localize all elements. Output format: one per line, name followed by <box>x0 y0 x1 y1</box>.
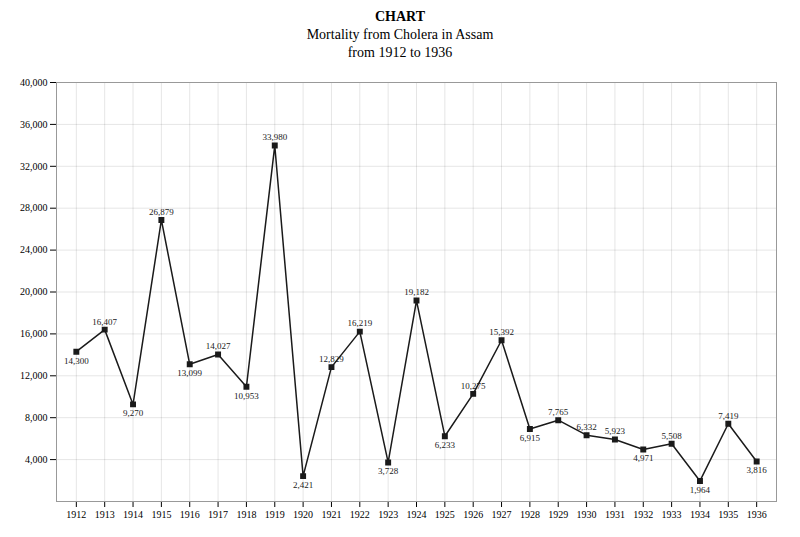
svg-text:33,980: 33,980 <box>262 132 287 142</box>
svg-text:2,421: 2,421 <box>293 480 313 490</box>
svg-text:1932: 1932 <box>633 509 653 520</box>
svg-text:1928: 1928 <box>520 509 540 520</box>
svg-text:19,182: 19,182 <box>404 287 429 297</box>
html-text:Mortality from Cholera in Assa: Mortality from Cholera in Assam <box>306 27 494 42</box>
svg-text:1927: 1927 <box>492 509 512 520</box>
svg-text:6,332: 6,332 <box>576 422 596 432</box>
svg-text:1935: 1935 <box>718 509 738 520</box>
svg-text:7,419: 7,419 <box>718 411 739 421</box>
svg-text:12,829: 12,829 <box>319 354 344 364</box>
svg-text:20,000: 20,000 <box>20 286 48 297</box>
svg-text:32,000: 32,000 <box>20 161 48 172</box>
svg-text:4,971: 4,971 <box>633 453 653 463</box>
svg-text:28,000: 28,000 <box>20 202 48 213</box>
svg-text:36,000: 36,000 <box>20 119 48 130</box>
svg-text:7,765: 7,765 <box>548 407 569 417</box>
svg-text:5,508: 5,508 <box>661 431 682 441</box>
svg-text:26,879: 26,879 <box>149 207 174 217</box>
svg-text:1934: 1934 <box>690 509 710 520</box>
svg-text:1929: 1929 <box>548 509 568 520</box>
svg-text:1923: 1923 <box>378 509 398 520</box>
svg-text:1915: 1915 <box>151 509 171 520</box>
svg-text:10,953: 10,953 <box>234 391 259 401</box>
svg-text:8,000: 8,000 <box>25 412 48 423</box>
svg-text:1914: 1914 <box>123 509 143 520</box>
svg-text:4,000: 4,000 <box>25 454 48 465</box>
svg-text:6,915: 6,915 <box>520 433 541 443</box>
svg-text:9,270: 9,270 <box>123 408 144 418</box>
svg-text:3,728: 3,728 <box>378 466 399 476</box>
svg-text:1925: 1925 <box>435 509 455 520</box>
svg-text:15,392: 15,392 <box>489 327 514 337</box>
svg-text:1912: 1912 <box>66 509 86 520</box>
svg-text:1936: 1936 <box>747 509 767 520</box>
svg-text:16,407: 16,407 <box>92 317 117 327</box>
svg-text:13,099: 13,099 <box>177 368 202 378</box>
svg-text:14,027: 14,027 <box>206 341 231 351</box>
svg-text:1933: 1933 <box>662 509 682 520</box>
svg-text:1920: 1920 <box>293 509 313 520</box>
svg-text:1931: 1931 <box>605 509 625 520</box>
svg-text:6,233: 6,233 <box>435 440 456 450</box>
svg-text:1919: 1919 <box>265 509 285 520</box>
svg-text:1926: 1926 <box>463 509 483 520</box>
svg-text:1922: 1922 <box>350 509 370 520</box>
svg-text:16,000: 16,000 <box>20 328 48 339</box>
svg-text:3,816: 3,816 <box>747 465 768 475</box>
svg-text:1924: 1924 <box>407 509 427 520</box>
svg-text:5,923: 5,923 <box>605 426 626 436</box>
svg-text:14,300: 14,300 <box>64 356 89 366</box>
svg-text:1917: 1917 <box>208 509 228 520</box>
html-text:CHART: CHART <box>375 9 425 24</box>
svg-text:16,219: 16,219 <box>347 318 372 328</box>
svg-text:24,000: 24,000 <box>20 244 48 255</box>
svg-text:1916: 1916 <box>180 509 200 520</box>
svg-text:12,000: 12,000 <box>20 370 48 381</box>
svg-text:1921: 1921 <box>321 509 341 520</box>
svg-text:1913: 1913 <box>95 509 115 520</box>
svg-text:10,275: 10,275 <box>461 381 486 391</box>
svg-text:1918: 1918 <box>236 509 256 520</box>
svg-text:1930: 1930 <box>577 509 597 520</box>
svg-text:1,964: 1,964 <box>690 485 711 495</box>
html-text:from 1912 to 1936: from 1912 to 1936 <box>347 45 453 60</box>
svg-text:40,000: 40,000 <box>20 77 48 88</box>
